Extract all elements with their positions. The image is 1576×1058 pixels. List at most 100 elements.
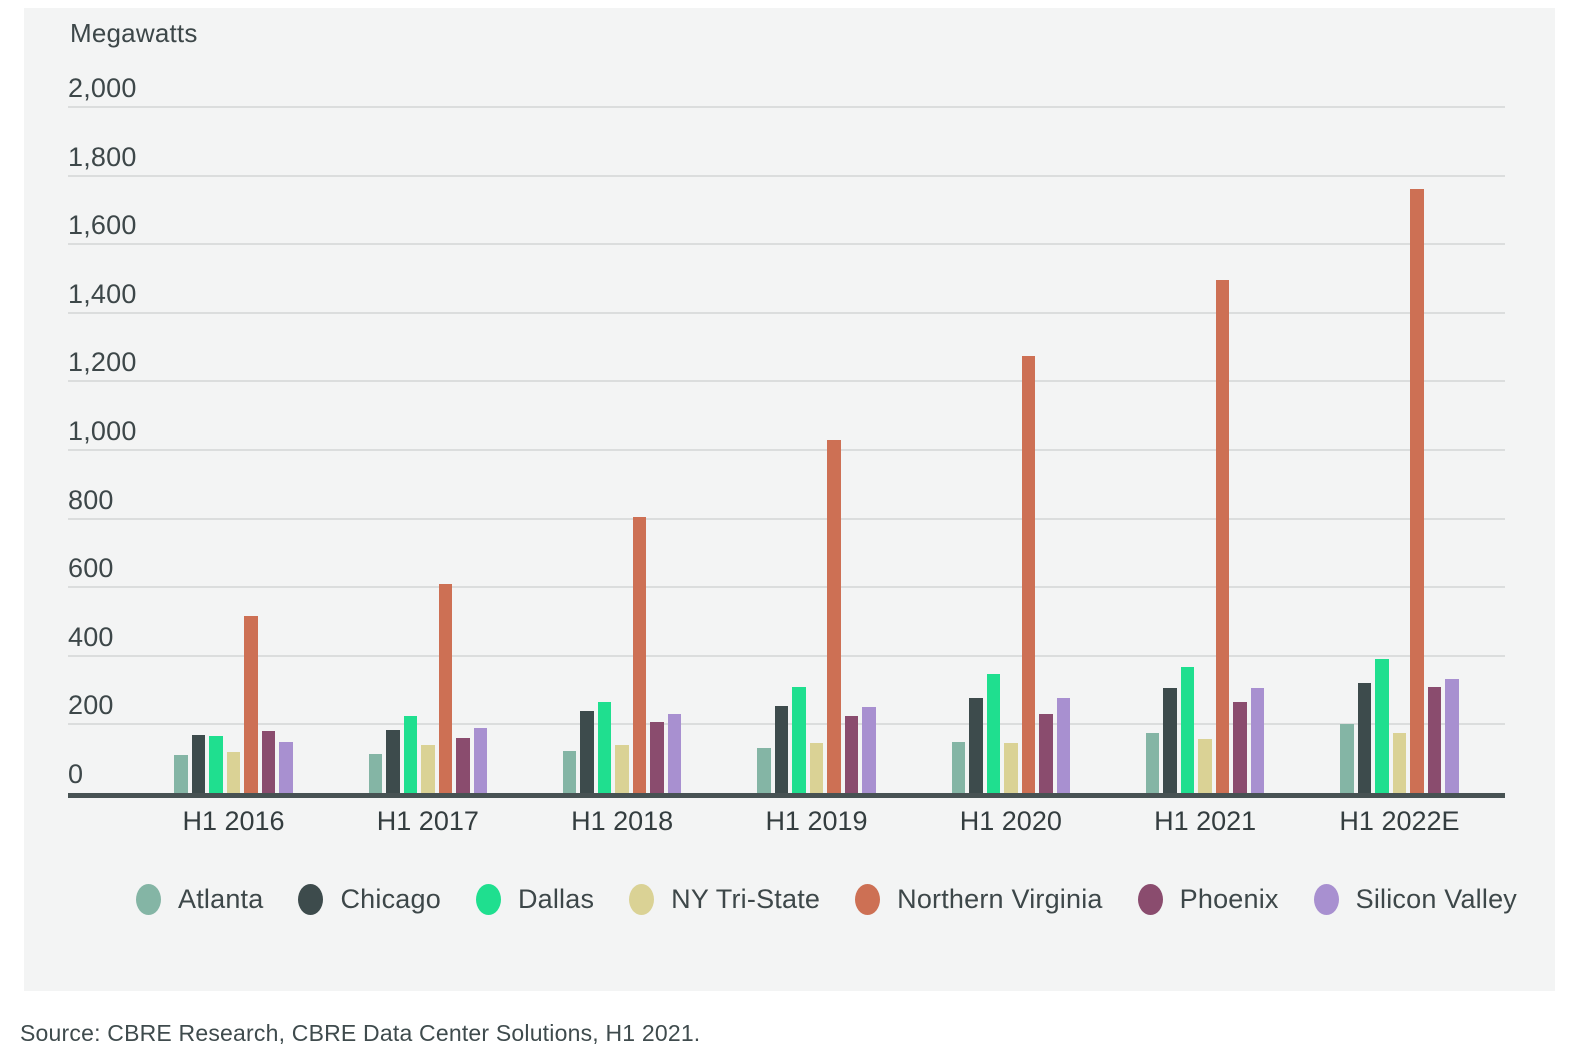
bar-chicago <box>1163 688 1177 793</box>
y-tick-label: 1,600 <box>68 210 137 241</box>
legend-dot-icon <box>136 884 161 915</box>
legend-label: Silicon Valley <box>1355 884 1517 914</box>
legend-item-chicago: Chicago <box>298 884 441 915</box>
bar-northern-virginia <box>244 616 258 793</box>
bar-phoenix <box>1039 714 1053 793</box>
bar-silicon-valley <box>1056 697 1071 793</box>
gridline <box>68 517 1505 520</box>
bar-phoenix <box>261 731 276 793</box>
chart-panel: Megawatts 0 200 400 600 800 1,000 1,200 1,400 1,… <box>24 8 1555 991</box>
bar-dallas <box>209 736 223 793</box>
bar-ny-tri-state <box>1392 733 1407 793</box>
legend-item-phoenix: Phoenix <box>1137 884 1279 915</box>
gridline <box>68 243 1505 246</box>
y-tick-label: 1,200 <box>68 347 137 378</box>
y-tick-label: 400 <box>68 621 114 652</box>
legend-item-dallas: Dallas <box>475 884 595 915</box>
x-tick-label: H1 2021 <box>1154 806 1257 836</box>
x-tick-label: H1 2018 <box>571 806 674 836</box>
bar-chicago <box>580 710 594 793</box>
y-tick-label: 0 <box>68 759 84 789</box>
y-axis-title: Megawatts <box>70 18 198 48</box>
bar-atlanta <box>757 748 771 793</box>
legend-item-northern-virginia: Northern Virginia <box>855 884 1103 915</box>
bar-atlanta <box>174 755 188 793</box>
bar-silicon-valley <box>473 727 488 793</box>
bar-northern-virginia <box>1410 189 1424 793</box>
bar-ny-tri-state <box>1198 738 1212 793</box>
bar-atlanta <box>1340 724 1354 793</box>
bar-silicon-valley <box>1445 679 1459 793</box>
y-tick-label: 1,000 <box>68 416 137 446</box>
y-tick-label: 200 <box>68 690 114 721</box>
bar-atlanta <box>368 753 383 793</box>
bar-northern-virginia <box>438 583 453 793</box>
bar-silicon-valley <box>667 714 682 793</box>
plot-area: 0 200 400 600 800 1,000 1,200 1,400 1,600 1,800 2,… <box>24 8 1555 991</box>
bar-silicon-valley <box>862 707 876 794</box>
bar-ny-tri-state <box>615 745 629 793</box>
y-tick-label: 2,000 <box>68 73 137 103</box>
bar-atlanta <box>562 751 577 793</box>
bar-northern-virginia <box>1021 355 1036 793</box>
y-tick-label: 1,400 <box>68 278 137 309</box>
gridline <box>68 380 1505 383</box>
bar-northern-virginia <box>632 516 647 793</box>
x-tick-label: H1 2016 <box>182 806 285 836</box>
legend-dot-icon <box>629 884 655 915</box>
bar-dallas <box>1180 666 1195 793</box>
bar-northern-virginia <box>827 439 841 793</box>
y-tick-label: 800 <box>68 484 114 515</box>
bar-atlanta <box>951 742 966 793</box>
bar-phoenix <box>456 738 470 793</box>
bar-ny-tri-state <box>1004 743 1018 793</box>
legend-dot-icon <box>1313 884 1339 915</box>
legend-label: Chicago <box>340 884 441 914</box>
x-tick-label: H1 2020 <box>959 806 1062 836</box>
legend-dot-icon <box>298 884 324 915</box>
bar-dallas <box>403 715 418 793</box>
bar-atlanta <box>1145 733 1160 793</box>
legend-label: NY Tri-State <box>671 884 821 914</box>
x-tick-label: H1 2017 <box>376 806 479 836</box>
bar-northern-virginia <box>1215 280 1230 793</box>
bar-dallas <box>1375 659 1389 793</box>
bar-dallas <box>792 686 806 793</box>
legend-item-silicon-valley: Silicon Valley <box>1313 884 1517 915</box>
bar-chicago <box>1357 682 1372 793</box>
y-tick-label: 600 <box>68 553 114 584</box>
bar-dallas <box>597 702 612 793</box>
gridline <box>68 654 1505 657</box>
legend-label: Atlanta <box>178 884 264 914</box>
bar-ny-tri-state <box>226 751 241 793</box>
gridline <box>68 174 1505 177</box>
x-axis-line <box>68 793 1505 798</box>
source-note: Source: CBRE Research, CBRE Data Center … <box>20 1020 701 1046</box>
gridline <box>68 311 1505 314</box>
gridline <box>68 106 1505 108</box>
bar-chicago <box>969 697 983 793</box>
bar-silicon-valley <box>1250 688 1265 793</box>
bar-ny-tri-state <box>421 745 435 793</box>
legend-dot-icon <box>1137 884 1163 915</box>
legend-dot-icon <box>475 884 501 915</box>
bar-chicago <box>191 734 206 793</box>
bar-dallas <box>986 673 1001 793</box>
bar-phoenix <box>1427 686 1442 793</box>
legend-item-ny-tri-state: NY Tri-State <box>629 884 820 915</box>
x-tick-label: H1 2022E <box>1339 806 1460 836</box>
gridline <box>68 586 1505 589</box>
bar-chicago <box>386 729 400 793</box>
gridline <box>68 449 1505 451</box>
bar-phoenix <box>1233 702 1247 793</box>
legend-label: Northern Virginia <box>897 884 1103 914</box>
legend-label: Dallas <box>517 884 595 914</box>
legend-label: Phoenix <box>1179 884 1279 914</box>
legend: Atlanta Chicago Dallas NY Tri-State Northern… <box>136 884 1517 915</box>
y-tick-label: 1,800 <box>68 141 137 172</box>
legend-dot-icon <box>855 884 881 915</box>
bar-phoenix <box>844 715 859 793</box>
bar-silicon-valley <box>279 742 293 793</box>
bar-phoenix <box>650 721 664 793</box>
x-tick-label: H1 2019 <box>765 806 868 836</box>
